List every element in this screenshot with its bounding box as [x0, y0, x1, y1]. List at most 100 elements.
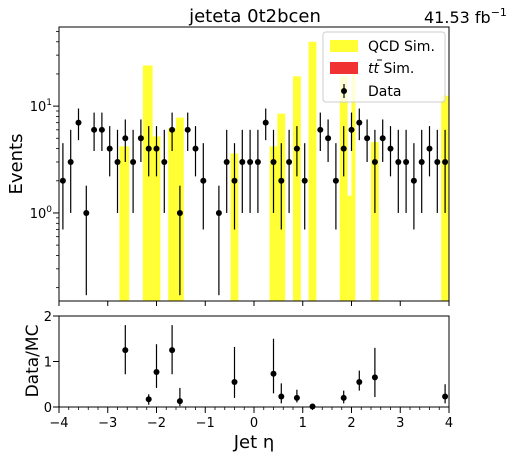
data-marker-35: [348, 126, 355, 133]
data-point-37: [364, 119, 371, 162]
data-marker-4: [91, 126, 98, 133]
ratio-point-13: [442, 384, 449, 404]
data-point-25: [262, 108, 269, 141]
data-point-47: [442, 129, 449, 213]
data-marker-31: [317, 126, 324, 133]
ratio-point-5: [231, 346, 238, 398]
data-marker-39: [379, 135, 386, 142]
qcd-bar-0: [119, 146, 130, 301]
data-point-7: [114, 129, 121, 213]
ratio-xtick-label-3: −1: [196, 416, 215, 431]
qcd-bar-9: [308, 41, 317, 302]
ratio-point-10: [340, 390, 347, 404]
ratio-panel: 0 1 2 −4 −3 −2 −1 0 1 2 3 4 Data/MC Jet η: [23, 310, 453, 453]
data-series: [59, 108, 449, 296]
ratio-point-6: [270, 338, 277, 394]
data-point-5: [98, 112, 105, 152]
ratio-x-ticks: −4 −3 −2 −1 0 1 2 3 4: [49, 407, 453, 431]
legend-label-qcd: QCD Sim.: [368, 39, 435, 55]
ratio-xtick-label-7: 3: [396, 416, 404, 431]
ratio-marker-8: [293, 394, 300, 401]
data-marker-28: [286, 158, 293, 165]
data-marker-34: [340, 145, 347, 152]
data-point-4: [91, 112, 98, 152]
data-point-9: [130, 129, 137, 213]
data-point-21: [231, 143, 238, 230]
data-point-26: [270, 129, 277, 213]
legend-data-marker: [341, 88, 347, 94]
data-marker-38: [371, 158, 378, 165]
data-point-12: [153, 126, 160, 177]
ratio-marker-7: [278, 393, 285, 400]
data-marker-18: [200, 177, 207, 184]
qcd-bar-6: [269, 146, 278, 301]
data-point-15: [176, 185, 183, 296]
data-point-17: [192, 126, 199, 177]
data-marker-32: [325, 135, 332, 142]
data-marker-9: [130, 158, 137, 165]
qcd-bar-3: [168, 128, 176, 301]
data-point-36: [356, 108, 363, 141]
data-point-1: [67, 129, 74, 213]
data-marker-43: [410, 177, 417, 184]
ratio-ytick-label-2: 2: [44, 310, 52, 325]
data-point-14: [169, 112, 176, 152]
qcd-bar-2: [152, 136, 161, 301]
data-marker-13: [161, 158, 168, 165]
data-marker-2: [75, 119, 82, 126]
data-marker-24: [254, 158, 261, 165]
data-marker-15: [176, 209, 183, 216]
data-point-31: [317, 112, 324, 152]
ratio-point-0: [122, 325, 129, 375]
ratio-point-11: [356, 370, 363, 391]
data-marker-44: [418, 158, 425, 165]
data-point-6: [106, 126, 113, 177]
ratio-ytick-label-0: 0: [44, 401, 52, 416]
data-point-3: [83, 185, 90, 296]
data-marker-10: [137, 135, 144, 142]
data-point-41: [395, 129, 402, 213]
data-point-16: [184, 112, 191, 152]
data-marker-20: [223, 158, 230, 165]
data-point-39: [379, 119, 386, 162]
legend-label-ttbar-rest: Sim.: [379, 61, 414, 77]
data-point-43: [410, 143, 417, 230]
main-ytick-exp-1: 1: [46, 98, 52, 108]
data-marker-19: [215, 209, 222, 216]
data-point-24: [254, 129, 261, 213]
main-ytick-base-0: 10: [30, 207, 47, 222]
ratio-marker-12: [371, 374, 378, 381]
luminosity-exponent: −1: [491, 6, 507, 19]
ratio-point-1: [145, 394, 152, 405]
data-point-22: [239, 129, 246, 213]
data-marker-12: [153, 145, 160, 152]
data-marker-6: [106, 145, 113, 152]
data-marker-29: [293, 145, 300, 152]
data-marker-47: [442, 158, 449, 165]
qcd-bar-8: [293, 76, 301, 301]
legend-label-ttbar-tbar: t: [374, 61, 380, 77]
ratio-point-2: [153, 344, 160, 388]
main-x-ticks: [58, 301, 450, 306]
luminosity-label: 41.53 fb−1: [424, 6, 507, 27]
data-marker-30: [301, 177, 308, 184]
ratio-marker-1: [145, 396, 152, 403]
data-point-20: [223, 129, 230, 213]
data-marker-26: [270, 158, 277, 165]
legend-label-ttbar-t: t: [368, 61, 374, 77]
data-point-29: [293, 126, 300, 177]
ratio-xtick-label-5: 1: [299, 416, 307, 431]
data-marker-17: [192, 145, 199, 152]
data-marker-16: [184, 126, 191, 133]
ratio-point-4: [176, 387, 183, 407]
data-marker-8: [122, 135, 129, 142]
qcd-bar-1: [142, 65, 153, 301]
ratio-marker-3: [169, 347, 176, 354]
main-ytick-base-1: 10: [30, 100, 47, 115]
ratio-marker-13: [442, 393, 449, 400]
data-marker-36: [356, 119, 363, 126]
data-marker-27: [278, 177, 285, 184]
